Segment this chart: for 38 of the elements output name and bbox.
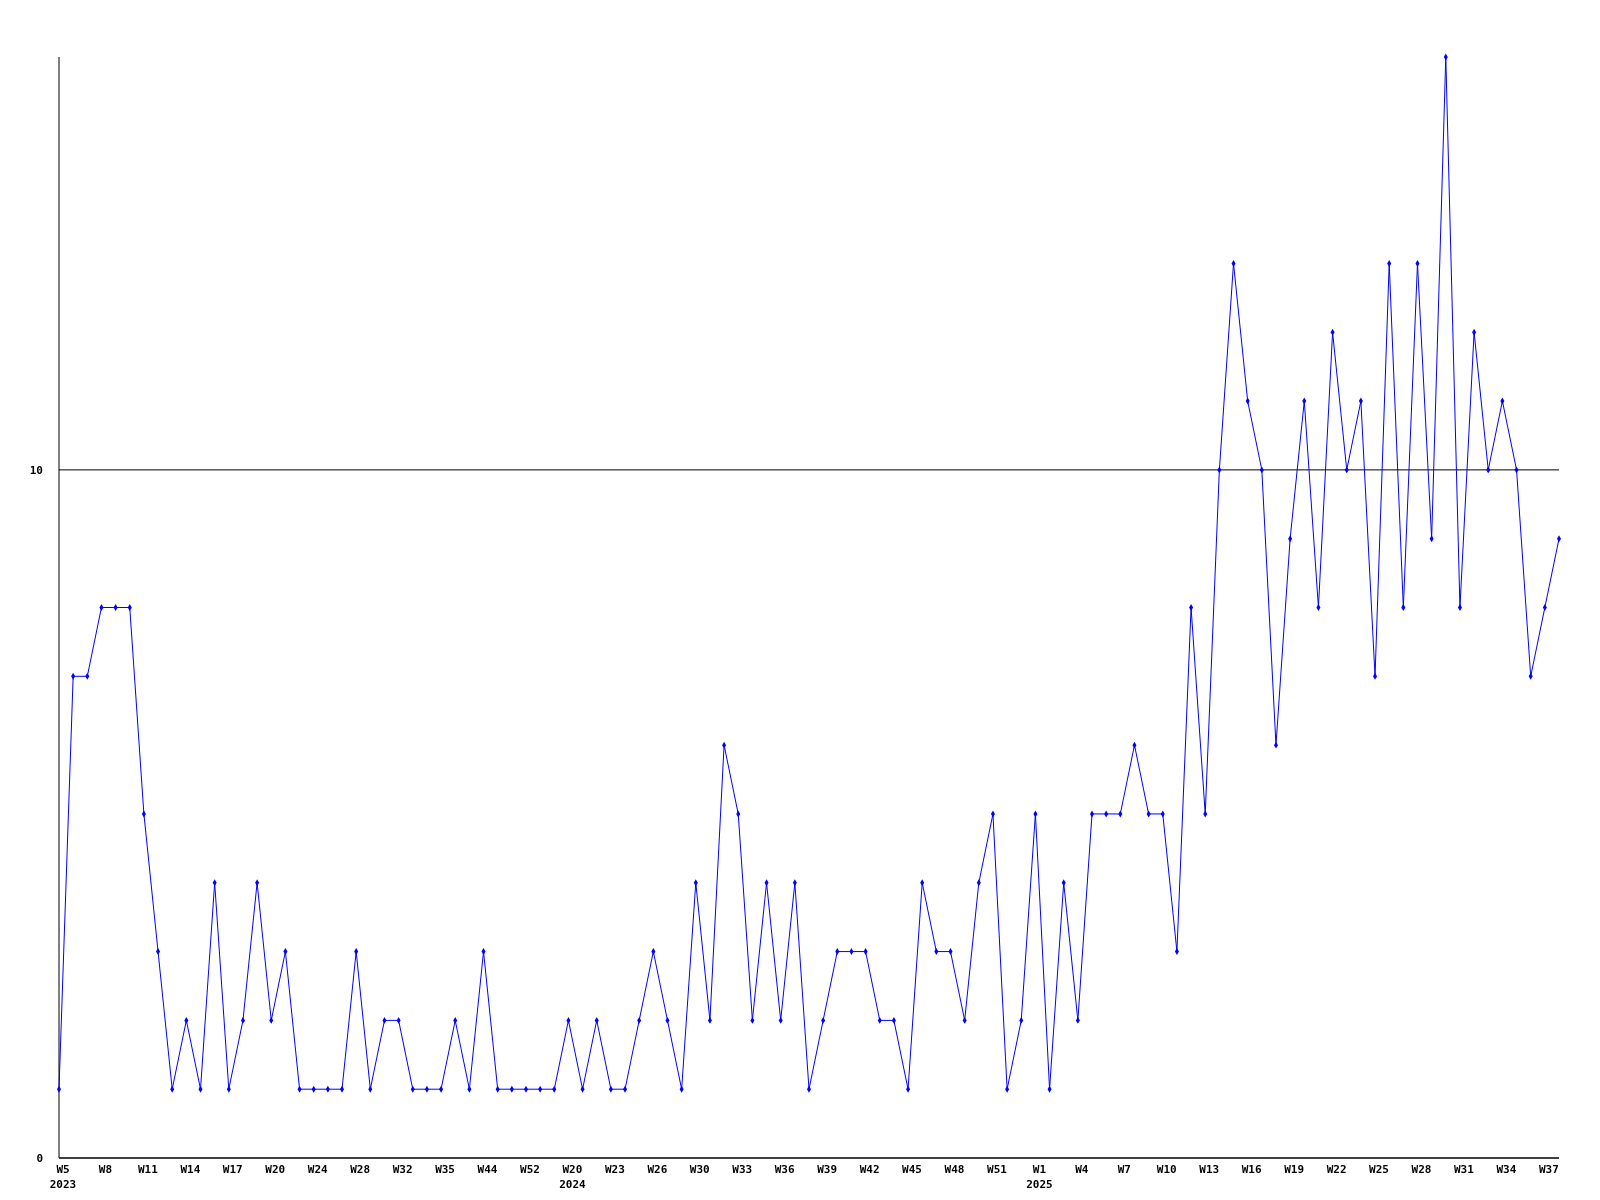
x-tick-label: W24 bbox=[307, 1163, 329, 1176]
x-tick-label: W39 bbox=[817, 1163, 838, 1176]
x-tick-label: W52 bbox=[520, 1163, 540, 1176]
x-tick-label: W37 bbox=[1538, 1163, 1559, 1176]
x-tick-label: W26 bbox=[647, 1163, 668, 1176]
x-tick-label: W22 bbox=[1326, 1163, 1347, 1176]
x-tick-label: W25 bbox=[1369, 1163, 1389, 1176]
x-tick-label: W30 bbox=[689, 1163, 710, 1176]
x-tick-label: W20 2024 bbox=[559, 1163, 587, 1191]
x-tick-label: W7 bbox=[1117, 1163, 1131, 1176]
x-tick-label: W10 bbox=[1156, 1163, 1177, 1176]
x-tick-label: W23 bbox=[604, 1163, 625, 1176]
x-tick-label: W5 2023 bbox=[49, 1163, 77, 1191]
x-tick-label: W33 bbox=[732, 1163, 753, 1176]
x-tick-label: W36 bbox=[774, 1163, 796, 1176]
x-tick-label: W1 2025 bbox=[1026, 1163, 1053, 1191]
x-tick-label: W44 bbox=[477, 1163, 498, 1176]
x-tick-label: W17 bbox=[222, 1163, 243, 1176]
x-tick-label: W19 bbox=[1284, 1163, 1305, 1176]
x-tick-label: W31 bbox=[1454, 1163, 1475, 1176]
x-tick-label: W16 bbox=[1241, 1163, 1262, 1176]
x-tick-label: W4 bbox=[1075, 1163, 1089, 1176]
x-tick-label: W51 bbox=[987, 1163, 1008, 1176]
y-tick-label: 10 bbox=[29, 463, 43, 477]
x-tick-label: W42 bbox=[859, 1163, 880, 1176]
x-tick-label: W13 bbox=[1199, 1163, 1220, 1176]
x-tick-label: W32 bbox=[392, 1163, 413, 1176]
x-tick-label: W28 bbox=[1411, 1163, 1432, 1176]
x-tick-label: W34 bbox=[1496, 1163, 1517, 1176]
x-tick-label: W48 bbox=[944, 1163, 965, 1176]
x-tick-label: W45 bbox=[902, 1163, 922, 1176]
x-tick-label: W28 bbox=[350, 1163, 371, 1176]
x-tick-label: W11 bbox=[137, 1163, 159, 1176]
x-tick-label: W14 bbox=[180, 1163, 201, 1176]
x-tick-label: W35 bbox=[435, 1163, 456, 1176]
y-tick-label: 0 bbox=[36, 1152, 43, 1165]
x-tick-label: W8 bbox=[98, 1163, 113, 1176]
x-tick-label: W20 bbox=[265, 1163, 286, 1176]
